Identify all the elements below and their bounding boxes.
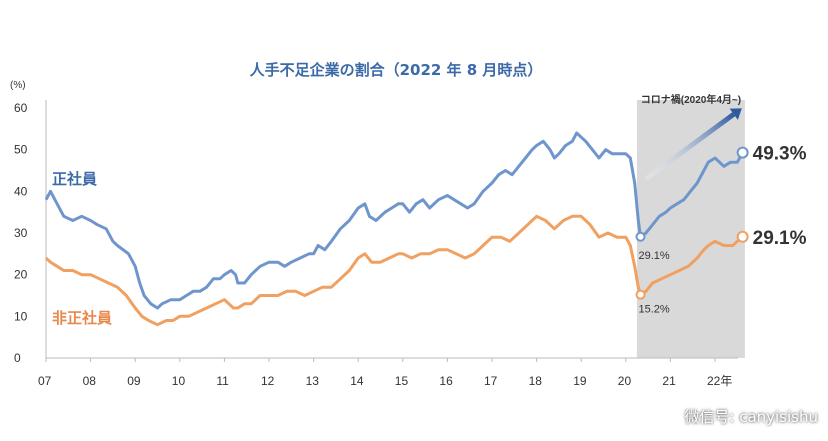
trough-marker [635, 231, 646, 242]
trough-label: 29.1% [639, 250, 670, 262]
x-tick-label: 15 [395, 374, 409, 388]
trough-label: 15.2% [639, 304, 670, 316]
x-tick-label: 20 [618, 374, 632, 388]
watermark-text: 微信号: canyisishu [684, 407, 818, 426]
x-tick-label: 11 [216, 374, 229, 388]
x-tick-label: 10 [172, 374, 186, 388]
x-tick-label: 22年 [707, 374, 732, 388]
watermark: 微信号: canyisishu [652, 405, 818, 427]
series-name-label-1: 非正社員 [52, 309, 112, 327]
x-tick-label: 08 [83, 374, 97, 388]
x-tick-label: 16 [439, 374, 453, 388]
x-tick-label: 07 [38, 374, 52, 388]
x-tick-label: 17 [484, 374, 498, 388]
chart-title: 人手不足企業の割合（2022 年 8 月時点） [250, 61, 543, 79]
x-tick-label: 13 [306, 374, 320, 388]
wechat-icon [652, 405, 678, 426]
y-tick-label: 20 [14, 268, 28, 282]
x-tick-label: 12 [261, 374, 275, 388]
x-tick-label: 14 [350, 374, 364, 388]
x-tick-label: 18 [529, 374, 543, 388]
series-line-1 [44, 214, 744, 327]
trend-arrow-head [729, 108, 742, 120]
end-value-label: 49.3% [753, 144, 807, 165]
x-tick-label: 09 [127, 374, 141, 388]
trough-marker [635, 289, 646, 300]
end-marker [736, 146, 749, 159]
end-value-label: 29.1% [753, 228, 807, 249]
y-tick-label: 0 [14, 351, 21, 365]
y-tick-label: 40 [14, 184, 28, 198]
series-line-0 [44, 131, 745, 310]
x-tick-label: 19 [573, 374, 587, 388]
covid-period-label: コロナ禍(2020年4月~) [641, 93, 741, 106]
end-marker [736, 230, 749, 243]
covid-period-shading [636, 100, 745, 358]
y-tick-label: 30 [14, 226, 28, 240]
series-name-label-0: 正社員 [52, 170, 97, 188]
y-tick-label: 60 [14, 101, 28, 115]
y-tick-label: 50 [14, 143, 28, 157]
y-tick-label: 10 [14, 309, 28, 323]
x-tick-label: 21 [662, 374, 676, 388]
trend-arrow [644, 112, 736, 181]
y-unit-label: (%) [10, 80, 26, 91]
